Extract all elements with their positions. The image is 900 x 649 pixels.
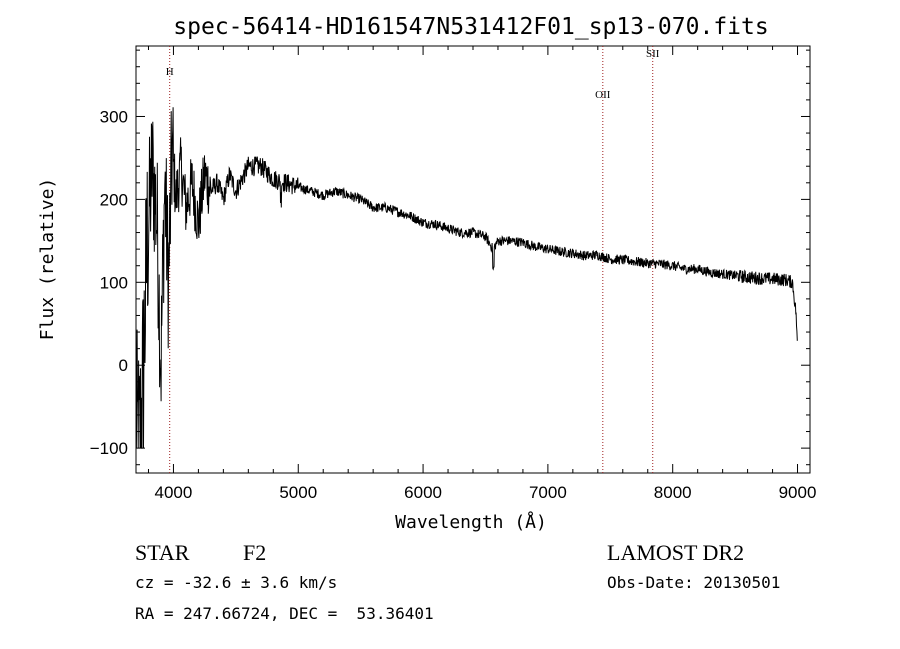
- y-tick-label: 200: [100, 190, 128, 209]
- axis-ticks: [136, 46, 810, 473]
- subclass: F2: [243, 540, 267, 565]
- x-tick-label: 6000: [404, 483, 442, 502]
- redshift-text: cz = -32.6 ± 3.6 km/s: [135, 573, 338, 592]
- x-tick-label: 9000: [779, 483, 817, 502]
- y-axis-label: Flux (relative): [37, 178, 58, 341]
- line-marker-label: SII: [646, 48, 660, 60]
- x-tick-label: 5000: [279, 483, 317, 502]
- obs-date-text: Obs-Date: 20130501: [607, 573, 781, 592]
- chart-title: spec-56414-HD161547N531412F01_sp13-070.f…: [173, 14, 768, 40]
- y-tick-label: 300: [100, 107, 128, 126]
- x-tick-label: 7000: [529, 483, 567, 502]
- line-marker-label: H: [166, 66, 174, 78]
- x-axis-label: Wavelength (Å): [395, 511, 547, 533]
- object-class: STAR: [135, 540, 190, 565]
- series-layer: [135, 107, 798, 449]
- annotation-lines: [169, 46, 654, 473]
- survey-name: LAMOST DR2: [607, 540, 745, 565]
- spectrum-line: [135, 107, 798, 449]
- x-tick-label: 4000: [155, 483, 193, 502]
- y-tick-label: −100: [90, 439, 128, 458]
- line-marker-label: OII: [595, 89, 611, 101]
- y-tick-label: 0: [119, 356, 128, 375]
- tick-labels: 4000 5000 6000 7000 8000 9000 −100 0 100 200 300 H O…: [90, 48, 817, 502]
- plot-frame: [135, 45, 811, 474]
- coords-text: RA = 247.66724, DEC = 53.36401: [135, 604, 434, 623]
- x-tick-label: 8000: [654, 483, 692, 502]
- y-tick-label: 100: [100, 273, 128, 292]
